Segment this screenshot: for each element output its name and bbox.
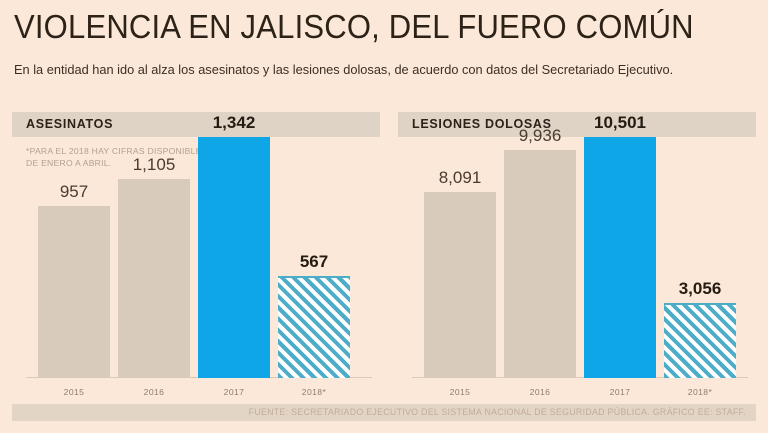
panel-heading-label: LESIONES DOLOSAS [412, 117, 552, 131]
bar-label-2018: 2018* [301, 387, 327, 397]
bar-2017 [584, 137, 656, 378]
bar-group-2017: 10,501 2017 [584, 113, 656, 397]
bar-group-2017: 1,342 2017 [198, 113, 270, 397]
bar-value-2015: 957 [59, 182, 89, 201]
axis-baseline [412, 377, 748, 378]
bar-2018 [664, 303, 736, 378]
page-title: VIOLENCIA EN JALISCO, DEL FUERO COMÚN [14, 8, 694, 45]
bar-value-2017: 1,342 [212, 113, 256, 132]
bar-label-2018: 2018* [687, 387, 713, 397]
bar-group-2018: 3,056 2018* [664, 137, 736, 397]
bar-2018 [278, 276, 350, 378]
footnote-asesinatos: *PARA EL 2018 HAY CIFRAS DISPONIBLES DE … [26, 146, 208, 168]
source-text: FUENTE: SECRETARIADO EJECUTIVO DEL SISTE… [248, 407, 746, 417]
bar-2015 [38, 206, 110, 378]
bar-label-2017: 2017 [609, 387, 631, 397]
chart-lesiones-dolosas: 8,091 2015 9,936 2016 10,501 2017 3,056 … [398, 113, 756, 400]
chart-asesinatos: 957 2015 1,105 2016 1,342 2017 567 2018* [12, 113, 380, 400]
bar-value-2016: 1,105 [132, 155, 176, 174]
bar-group-2015: 8,091 2015 [424, 137, 496, 397]
bar-value-2015: 8,091 [438, 168, 482, 187]
bar-2015 [424, 192, 496, 378]
bar-group-2015: 957 2015 [38, 137, 110, 397]
bar-label-2016: 2016 [529, 387, 551, 397]
page-subtitle: En la entidad han ido al alza los asesin… [14, 62, 674, 77]
bar-label-2015: 2015 [449, 387, 471, 397]
bar-value-2016: 9,936 [518, 126, 562, 145]
bar-value-2018: 3,056 [678, 279, 722, 298]
bar-label-2015: 2015 [63, 387, 85, 397]
source-band: FUENTE: SECRETARIADO EJECUTIVO DEL SISTE… [12, 404, 756, 421]
bar-2016 [504, 150, 576, 378]
bar-value-2018: 567 [299, 252, 329, 271]
bar-label-2017: 2017 [223, 387, 245, 397]
bar-label-2016: 2016 [143, 387, 165, 397]
bar-group-2016: 9,936 2016 [504, 126, 576, 397]
bar-2017 [198, 137, 270, 378]
panel-header-asesinatos: ASESINATOS [12, 112, 380, 137]
bar-2016 [118, 179, 190, 378]
bar-group-2018: 567 2018* [278, 137, 350, 397]
bar-group-2016: 1,105 2016 [118, 137, 190, 397]
bar-value-2017: 10,501 [594, 113, 646, 132]
panel-heading-label: ASESINATOS [26, 117, 114, 131]
panel-header-lesiones: LESIONES DOLOSAS [398, 112, 756, 137]
